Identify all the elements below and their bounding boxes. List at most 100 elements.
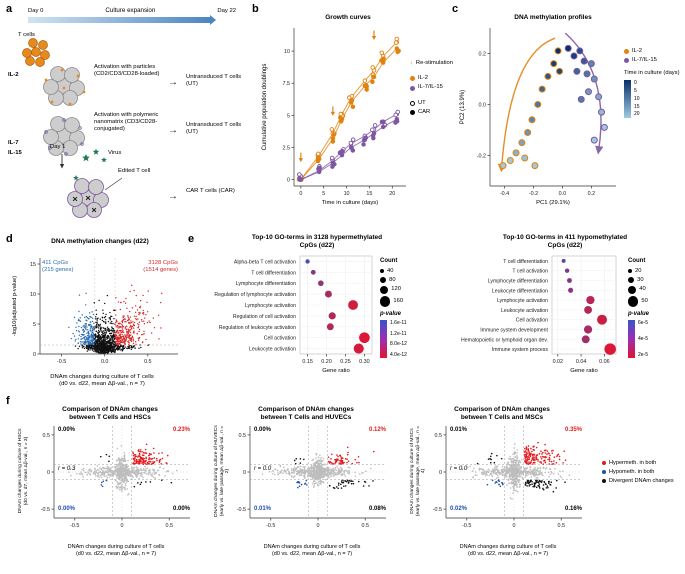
pca-ylabel: PC2 (13.9%)	[460, 89, 466, 125]
svg-text:0.25: 0.25	[340, 359, 351, 365]
count-legend-item: 120	[380, 285, 436, 295]
svg-text:-0.5: -0.5	[462, 523, 471, 529]
quadrant-tr: 0.35%	[564, 427, 582, 433]
svg-text:5: 5	[33, 322, 36, 328]
day0-label: Day 0	[28, 8, 44, 14]
pca-xlabel: PC1 (29.1%)	[536, 200, 570, 206]
ylabel-line-2: (d0 vs. d7, mean Δβ-val., n = 3)	[23, 436, 29, 506]
svg-text:Immune system development: Immune system development	[480, 328, 548, 334]
pvalue-colorbar: 1.6e-11 1.2e-11 8.0e-12 4.0e-12	[380, 320, 436, 359]
svg-text:T cell differentiation: T cell differentiation	[251, 270, 296, 276]
svg-text:Leukocyte differentiation: Leukocyte differentiation	[492, 288, 548, 294]
title-line-2: between T Cells and MSCs	[460, 414, 544, 422]
svg-text:Lymphocyte differentiation: Lymphocyte differentiation	[488, 279, 548, 285]
comparison-xlabel: DNAm changes during culture of T cells (…	[432, 544, 584, 557]
xlabel-line-1: DNAm changes during culture of T cells	[263, 544, 361, 550]
go-hyper-xlabel: Gene ratio	[322, 368, 350, 374]
svg-text:0.15: 0.15	[302, 359, 313, 365]
timeline-arrowhead-icon	[210, 15, 216, 25]
svg-text:-0.5: -0.5	[70, 523, 79, 529]
svg-text:0: 0	[33, 352, 36, 358]
svg-text:7.5: 7.5	[283, 81, 291, 87]
svg-text:5: 5	[322, 191, 325, 197]
time-gradient-bar	[624, 79, 631, 118]
ylabel-line-1: DNAm changes during culture of HUVECs	[214, 425, 219, 517]
pca-title: DNA methylation profiles	[514, 14, 592, 21]
timeline: Day 0 Culture expansion Day 22	[28, 7, 236, 25]
comparison-mscs-ylabel: DNAm changes during culture of MSCs (ear…	[410, 424, 427, 518]
edited-t-cell-cluster-icon: ✕✕✕	[67, 178, 109, 218]
comparison-mscs-title: Comparison of DNAm changes between T Cel…	[422, 406, 582, 422]
pvalue-legend-title: p-value	[380, 310, 402, 317]
title-line-1: Comparison of DNAm changes	[258, 406, 354, 413]
svg-text:0.5: 0.5	[144, 359, 152, 365]
svg-text:0.0: 0.0	[101, 359, 109, 365]
svg-text:Cell activation: Cell activation	[516, 318, 548, 324]
svg-text:Lymphocyte differentiation: Lymphocyte differentiation	[236, 281, 296, 287]
quadrant-tl: 0.00%	[254, 427, 272, 433]
quadrant-bl: 0.02%	[450, 506, 468, 512]
activation-nanomatrix-text: Activation with polymeric nanomatrix (CD…	[94, 112, 159, 133]
il715-legend-label: IL-7/IL-15	[418, 84, 443, 91]
count-legend-item: 50	[628, 296, 684, 307]
quadrant-tl: 0.01%	[450, 427, 468, 433]
schematic-graphics: ✕✕✕	[22, 38, 123, 218]
volcano-title: DNA methylation changes (d22)	[51, 238, 149, 245]
svg-text:Alpha-beta T cell activation: Alpha-beta T cell activation	[234, 259, 296, 265]
title-line-1: Comparison of DNAm changes	[62, 406, 158, 413]
go-hyper-title-1: Top-10 GO-terms in 3128 hypermethylated	[251, 234, 383, 241]
count-legend-item: 30	[628, 277, 684, 284]
svg-text:0.04: 0.04	[576, 359, 587, 365]
svg-text:T cell differentiation: T cell differentiation	[503, 259, 548, 265]
svg-text:0: 0	[439, 470, 442, 476]
hyper-cpgs: 3128 CpGs	[148, 260, 178, 266]
svg-text:0.0: 0.0	[559, 191, 567, 197]
quadrant-tl: 0.00%	[58, 427, 76, 433]
svg-text:-0.2: -0.2	[529, 191, 538, 197]
svg-text:Hematopoietic or lymphoid orga: Hematopoietic or lymphoid organ dev.	[461, 337, 548, 343]
svg-text:Regulation of cell activation: Regulation of cell activation	[233, 314, 296, 320]
comparison-huvecs-chart: -0.5 0 0.5 -0.5 0 0.5 Comparison of DNAm chan…	[212, 406, 402, 572]
xlabel-line-1: DNAm changes during culture of T cells	[459, 544, 557, 550]
svg-text:✕: ✕	[91, 208, 97, 215]
svg-text:5: 5	[287, 113, 290, 119]
svg-text:-0.2: -0.2	[477, 153, 486, 159]
growth-legend: ↓ Re-stimulation IL-2 IL-7/IL-15 UT CAR	[410, 58, 454, 116]
hypo-legend-label: Hypometh. in both	[609, 468, 655, 475]
panel-comparisons: f -0.5 0 0.5 -0.5 0 0.5 Comparison of DNAm ch…	[6, 396, 685, 574]
il2-dot-icon	[624, 49, 629, 55]
hypo-cpgs: 411 CpGs	[42, 260, 69, 266]
growth-ylabel: Cumulative population doublings	[262, 63, 268, 151]
hypo-dot-icon	[602, 470, 606, 475]
xlabel-line-2: (d0 vs. d22, mean Δβ-val., n = 7)	[271, 550, 353, 557]
correlation-label: r = 0.3	[58, 466, 76, 472]
pca-legend: IL-2 IL-7/IL-15 Time in culture (days) 0…	[624, 46, 684, 118]
comparison-hscs-chart: -0.5 0 0.5 -0.5 0 0.5 Comparison of DNAm chan…	[16, 406, 206, 572]
svg-text:Immune system process: Immune system process	[492, 347, 549, 353]
quadrant-br: 0.00%	[172, 506, 190, 512]
il7-label: IL-7	[8, 140, 19, 146]
svg-text:10: 10	[30, 292, 36, 298]
activation-particles-text: Activation with particles (CD2/CD3/CD28-…	[94, 64, 160, 78]
il2-label: IL-2	[8, 72, 19, 78]
car-filled-circle-icon	[410, 110, 415, 116]
panel-label-c: c	[452, 3, 459, 15]
comparison-hscs-plot: -0.5 0 0.5 -0.5 0 0.5	[41, 426, 190, 529]
title-line-1: Comparison of DNAm changes	[454, 406, 550, 413]
title-line-2: between T Cells and HSCs	[69, 414, 151, 422]
count-legend-item: 160	[380, 296, 436, 307]
svg-text:Lymphocyte activation: Lymphocyte activation	[245, 303, 296, 309]
divergent-legend-label: Divergent DNAm changes	[609, 477, 674, 484]
untransduced-2-text: Untransduced T cells (UT)	[186, 122, 242, 136]
svg-text:15: 15	[30, 262, 36, 268]
svg-text:0.2: 0.2	[588, 191, 596, 197]
virus-icon	[73, 148, 107, 181]
panel-volcano: -0.5 0.0 0.5 0 5 10 15 d DNA methylation chang…	[6, 234, 188, 398]
car-legend-label: CAR	[418, 108, 431, 115]
panel-culture-schematic: ✕ ✕ ✕ a Day 0 Culture expansion Day 22 T c…	[6, 2, 252, 230]
hyper-legend-label: Hypermeth. in both	[609, 460, 657, 466]
hyper-genes: (1514 genes)	[143, 267, 178, 274]
volcano-xlabel-1: DNAm changes during culture of T cells	[50, 374, 154, 380]
il2-legend-label: IL-2	[418, 75, 428, 82]
panel-label-e: e	[188, 233, 195, 245]
